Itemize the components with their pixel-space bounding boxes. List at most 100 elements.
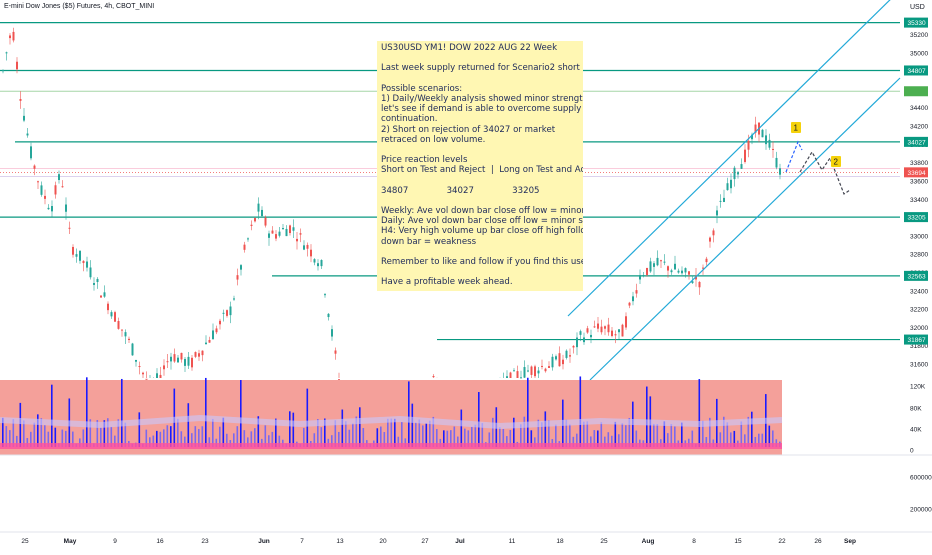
candle-body bbox=[649, 261, 652, 272]
note-line bbox=[381, 53, 579, 63]
volume-bar bbox=[572, 436, 575, 447]
candle-body bbox=[142, 372, 144, 375]
volume-bar bbox=[362, 428, 365, 447]
volume-bar bbox=[768, 425, 771, 447]
volume-bars-group bbox=[2, 376, 781, 447]
note-line: H4: Very high volume up bar close off hi… bbox=[381, 226, 583, 237]
candle-body bbox=[660, 260, 662, 262]
volume-bar bbox=[345, 421, 347, 447]
note-line: Have a profitable week ahead. bbox=[381, 277, 513, 288]
volume-bar bbox=[86, 377, 88, 447]
candle-body bbox=[681, 270, 683, 274]
time-axis-label: 25 bbox=[600, 538, 608, 545]
volume-bar bbox=[670, 424, 673, 447]
note-line bbox=[381, 247, 579, 257]
candle-body bbox=[117, 320, 120, 329]
candle-body bbox=[548, 366, 550, 368]
price-axis-label: 35200 bbox=[910, 32, 928, 39]
currency-label: USD bbox=[910, 4, 925, 11]
candle-body bbox=[229, 306, 232, 316]
price-axis-label: 33800 bbox=[910, 160, 928, 167]
candle-body bbox=[639, 275, 641, 280]
volume-bar bbox=[341, 409, 344, 447]
note-line: Last week supply returned for Scenario2 … bbox=[381, 63, 583, 74]
candle-body bbox=[131, 343, 134, 356]
volume-bar bbox=[47, 431, 50, 447]
candle-body bbox=[597, 323, 599, 329]
time-axis-label: Aug bbox=[642, 538, 655, 545]
candle-body bbox=[709, 237, 711, 242]
candle-body bbox=[72, 246, 74, 255]
volume-bar bbox=[33, 422, 36, 447]
volume-bar bbox=[159, 431, 162, 447]
candle-body bbox=[576, 337, 578, 348]
volume-bar bbox=[415, 422, 417, 447]
volume-bar bbox=[502, 429, 505, 447]
candle-body bbox=[331, 329, 333, 337]
candle-body bbox=[303, 245, 305, 250]
candle-body bbox=[625, 316, 627, 328]
volume-bar bbox=[40, 418, 43, 447]
candle-body bbox=[212, 330, 214, 340]
candle-body bbox=[677, 270, 680, 273]
candle-body bbox=[40, 185, 43, 195]
candle-body bbox=[635, 290, 638, 294]
time-axis-label: Sep bbox=[844, 538, 856, 545]
volume-bar bbox=[194, 426, 197, 447]
volume-bar bbox=[5, 426, 8, 447]
candle-body bbox=[243, 244, 246, 250]
volume-bar bbox=[338, 431, 340, 447]
time-axis-label: 13 bbox=[336, 538, 344, 545]
time-axis-label: 20 bbox=[379, 538, 387, 545]
candle-body bbox=[695, 275, 697, 280]
candle-body bbox=[614, 334, 617, 336]
volume-bar bbox=[2, 417, 4, 447]
volume-bar bbox=[488, 432, 491, 447]
note-line: US30USD YM1! DOW 2022 AUG 22 Week bbox=[381, 43, 558, 53]
volume-bar bbox=[9, 430, 11, 447]
volume-bar bbox=[569, 424, 571, 447]
candle-body bbox=[135, 360, 137, 362]
volume-bar bbox=[334, 420, 337, 447]
volume-bar bbox=[317, 419, 319, 447]
candle-body bbox=[26, 133, 29, 136]
candle-body bbox=[173, 354, 176, 362]
volume-bar bbox=[320, 427, 323, 447]
volume-bar bbox=[240, 380, 242, 447]
candle-body bbox=[19, 99, 22, 101]
note-line: 1) Daily/Weekly analysis showed minor st… bbox=[381, 93, 583, 104]
channel-lower-line bbox=[589, 77, 901, 381]
candle-body bbox=[590, 334, 592, 338]
volume-bar bbox=[149, 437, 151, 447]
candle-body bbox=[250, 224, 253, 226]
volume-bar bbox=[30, 431, 32, 447]
scenario-marker bbox=[791, 122, 801, 133]
current-price-tag bbox=[904, 167, 928, 178]
candle-body bbox=[600, 326, 603, 333]
candle-body bbox=[233, 298, 235, 300]
volume-bar bbox=[593, 430, 596, 447]
scenario-marker bbox=[831, 156, 841, 167]
volume-bar bbox=[565, 419, 568, 447]
candle-body bbox=[37, 181, 39, 183]
volume-bar bbox=[145, 429, 148, 447]
price-level-tag bbox=[904, 334, 928, 345]
volume-axis-label: 40K bbox=[910, 427, 922, 434]
volume-bar bbox=[37, 414, 39, 447]
candle-body bbox=[716, 210, 718, 216]
volume-bar bbox=[604, 436, 606, 447]
candle-body bbox=[82, 260, 85, 264]
candle-body bbox=[61, 186, 64, 188]
candle-body bbox=[75, 254, 78, 257]
candle-body bbox=[712, 230, 715, 236]
candle-body bbox=[23, 115, 25, 121]
candle-body bbox=[138, 366, 141, 368]
candle-body bbox=[89, 267, 92, 278]
volume-bar bbox=[121, 378, 123, 447]
price-level-label: 34807 bbox=[908, 68, 926, 75]
note-line: down bar = weakness bbox=[381, 236, 477, 247]
candle-body bbox=[121, 329, 123, 331]
candle-body bbox=[9, 35, 11, 39]
